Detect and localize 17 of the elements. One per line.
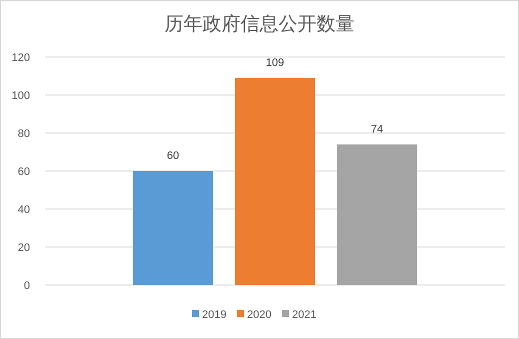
data-label: 74 <box>370 123 384 136</box>
y-tick-label: 20 <box>18 242 30 254</box>
data-label: 109 <box>266 56 284 69</box>
legend-label: 2020 <box>247 309 272 321</box>
data-label: 60 <box>166 150 180 162</box>
bar <box>133 171 213 285</box>
legend-label: 2019 <box>202 309 226 321</box>
y-tick-label: 0 <box>24 280 30 292</box>
y-tick-label: 80 <box>18 128 30 140</box>
bar <box>337 144 417 285</box>
y-tick-label: 60 <box>18 166 30 178</box>
y-tick-label: 40 <box>18 204 30 216</box>
legend-label: 2021 <box>292 309 316 321</box>
chart-title: 历年政府信息公开数量 <box>164 13 354 35</box>
bar <box>235 78 315 285</box>
y-tick-label: 100 <box>12 90 30 102</box>
y-tick-label: 120 <box>12 52 30 64</box>
